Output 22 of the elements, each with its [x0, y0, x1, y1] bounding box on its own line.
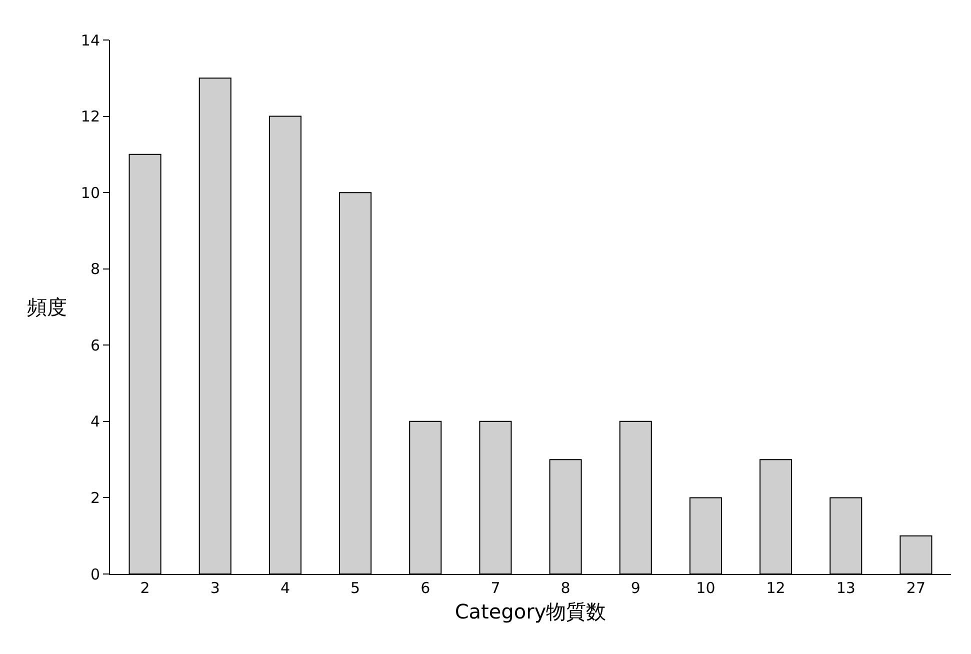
y-tick-label: 2 [90, 488, 100, 507]
x-axis-title: Category物質数 [454, 600, 606, 624]
y-tick-label: 10 [80, 184, 100, 202]
x-tick-label: 7 [490, 579, 500, 597]
x-tick-label: 3 [210, 579, 220, 597]
y-tick-label: 12 [80, 108, 100, 126]
y-axis-title: 頻度 [27, 295, 67, 319]
x-tick-label: 27 [906, 579, 926, 597]
x-tick-label: 12 [766, 579, 786, 597]
x-tick-label: 13 [836, 579, 856, 597]
x-tick-label: 10 [696, 579, 716, 597]
x-tick-label: 8 [560, 579, 570, 597]
y-tick-label: 0 [90, 565, 100, 584]
y-tick-label: 14 [80, 31, 100, 50]
x-tick-label: 2 [140, 579, 150, 597]
x-tick-label: 4 [280, 579, 290, 597]
y-tick-label: 6 [90, 336, 100, 354]
x-tick-label: 5 [350, 579, 360, 597]
y-tick-label: 8 [90, 260, 100, 278]
x-tick-label: 9 [630, 579, 640, 597]
y-tick-label: 4 [90, 412, 100, 431]
x-tick-label: 6 [420, 579, 430, 597]
